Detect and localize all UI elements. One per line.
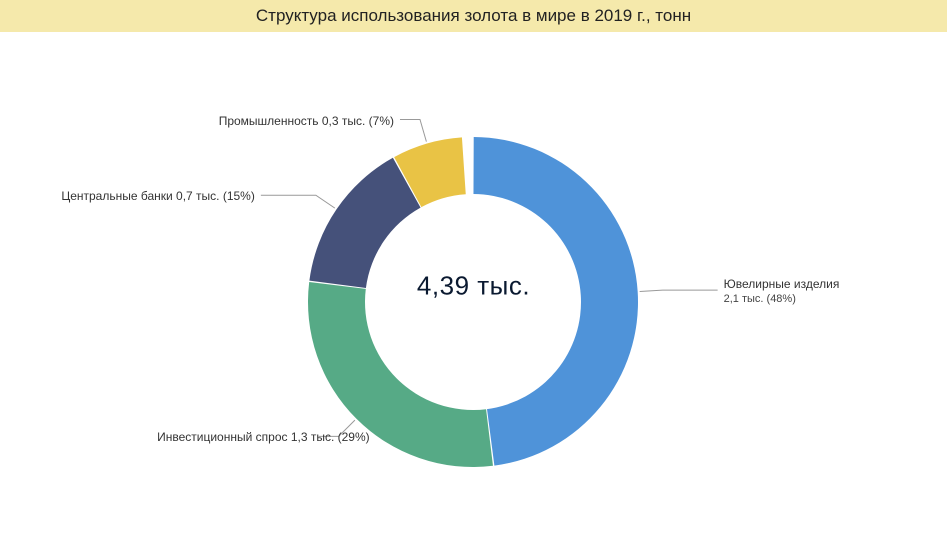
slice-label: Инвестиционный спрос 1,3 тыс. (29%)	[157, 429, 370, 445]
donut-slice	[309, 158, 420, 288]
chart-title: Структура использования золота в мире в …	[256, 6, 691, 26]
leader-line	[400, 120, 426, 142]
slice-label-value: 2,1 тыс. (48%)	[724, 292, 840, 307]
donut-center-label: 4,39 тыс.	[417, 271, 530, 302]
slice-label: Ювелирные изделия2,1 тыс. (48%)	[724, 276, 840, 307]
slice-label: Промышленность 0,3 тыс. (7%)	[219, 113, 394, 129]
slice-label: Центральные банки 0,7 тыс. (15%)	[61, 188, 255, 204]
leader-line	[640, 290, 718, 291]
chart-title-bar: Структура использования золота в мире в …	[0, 0, 947, 32]
donut-chart: 4,39 тыс. Ювелирные изделия2,1 тыс. (48%…	[0, 32, 947, 540]
slice-label-name: Ювелирные изделия	[724, 276, 840, 292]
leader-line	[261, 195, 335, 208]
